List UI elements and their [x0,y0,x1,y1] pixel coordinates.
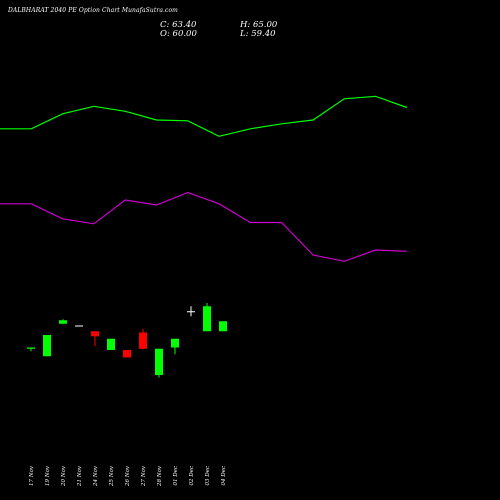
candle [107,338,115,350]
candle [43,335,51,357]
x-tick-label: 02 Dec [189,466,195,486]
candle [187,306,195,317]
candle [91,331,99,347]
candle-body [123,350,131,358]
close-value: C: 63.40 [160,20,197,30]
x-tick-label: 03 Dec [205,466,211,486]
candle-body [139,332,147,349]
x-tick-label: 19 Nov [45,465,51,486]
chart-title: DALBHARAT 2040 PE Option Chart MunafaSut… [8,7,178,14]
candle-body [59,320,67,324]
candle [203,303,211,332]
candle-body [203,306,211,332]
x-tick-label: 28 Nov [157,465,163,487]
candle [171,338,179,355]
candle [123,350,131,358]
open-value: O: 60.00 [160,29,197,39]
x-tick-label: 17 Nov [29,465,35,486]
candle-body [107,338,115,350]
candle [75,325,83,327]
candle [59,319,67,324]
low-value: L: 59.40 [240,29,276,39]
x-tick-label: 21 Nov [77,465,83,487]
candle [27,347,35,352]
candle-body [187,311,195,313]
candle-body [75,325,83,327]
candle [139,328,147,349]
candle-body [171,338,179,348]
x-tick-label: 27 Nov [141,465,147,487]
candle-body [27,347,35,349]
candle-body [219,321,227,332]
x-tick-label: 01 Dec [173,466,179,486]
candle-body [155,348,163,375]
candle-body [91,331,99,337]
x-tick-label: 24 Nov [93,465,99,487]
x-tick-label: 25 Nov [109,465,115,487]
candle-body [43,335,51,357]
x-tick-label: 04 Dec [221,466,227,486]
high-value: H: 65.00 [240,20,278,30]
upper-band-line [0,95,408,137]
candle [219,321,227,332]
x-tick-label: 26 Nov [125,465,131,487]
lower-band-line [0,191,407,262]
candle [155,348,163,378]
x-tick-label: 20 Nov [61,465,67,487]
